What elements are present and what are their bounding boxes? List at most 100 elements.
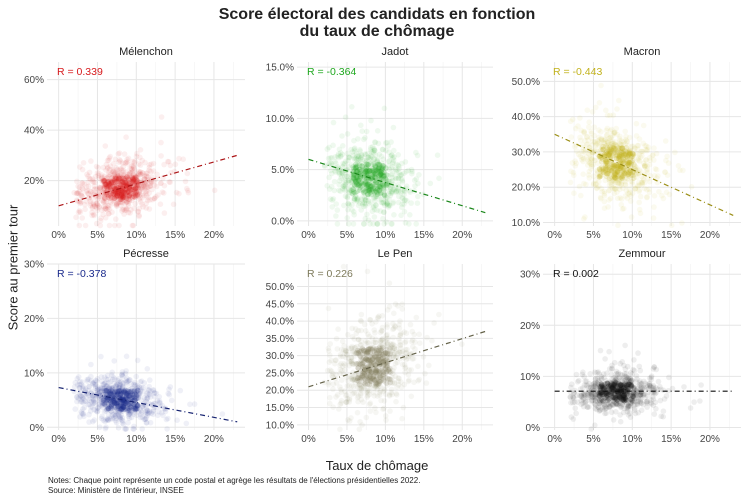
data-point [364,191,371,197]
data-point [119,386,125,392]
data-point [345,345,352,352]
data-point [601,190,608,197]
r-label: R = 0.226 [307,268,353,280]
data-point [386,303,393,310]
data-point [120,192,127,198]
data-point [108,385,115,392]
data-point [346,180,353,186]
data-point [144,188,150,194]
data-point [355,197,361,204]
data-point [620,150,627,157]
data-point [337,153,344,159]
data-point [367,408,374,414]
data-point [133,392,140,398]
data-point [459,341,465,348]
data-point [167,384,174,390]
data-point [377,378,384,385]
data-point [588,130,595,137]
data-point [142,416,149,423]
data-point [385,163,392,169]
y-tick-label: 10.0% [266,420,294,431]
data-point [436,175,442,182]
data-point [357,348,364,355]
data-point [401,187,408,194]
data-point [90,395,96,402]
data-point [101,385,108,392]
data-point [346,362,353,369]
data-point [123,159,129,166]
data-point [91,399,98,406]
data-point [410,355,417,362]
data-point [367,317,374,323]
data-point [640,175,646,182]
data-point [377,208,384,214]
data-point [83,189,90,195]
data-point [656,188,662,195]
data-point [355,155,361,162]
data-point [598,136,605,143]
data-point [365,357,372,364]
data-point [108,188,114,194]
data-point [364,184,370,191]
data-point [363,168,369,175]
data-point [609,165,615,172]
data-point [325,305,332,312]
data-point [101,374,108,380]
data-point [641,162,648,169]
data-point [125,401,131,407]
data-point [103,408,109,414]
data-point [614,149,621,156]
data-point [126,176,132,183]
data-point [98,415,105,422]
data-point [176,190,182,197]
data-point [125,176,131,183]
data-point [336,166,343,173]
data-point [127,388,134,395]
data-point [623,187,630,194]
data-point [120,418,126,424]
data-point [376,372,383,379]
data-point [372,139,379,146]
data-point [398,384,405,390]
y-tick-label: 50.0% [266,282,294,293]
data-point [607,146,613,153]
data-point [99,172,105,178]
data-point [104,183,111,189]
data-point [113,202,120,209]
data-point [389,177,396,184]
data-point [605,396,612,402]
data-point [114,392,120,398]
data-point [367,199,374,205]
data-point [148,174,155,180]
data-point [379,328,385,334]
data-point [118,187,125,194]
data-point [106,222,113,229]
data-point [94,391,101,398]
data-point [345,164,352,170]
data-point [108,413,115,420]
data-point [120,373,126,380]
data-point [105,164,111,171]
data-point [122,406,129,412]
data-point [144,395,151,401]
data-point [79,185,85,192]
data-point [74,190,81,196]
data-point [395,188,402,195]
data-point [327,196,334,202]
data-point [125,209,132,216]
data-point [356,376,363,383]
data-point [356,182,363,189]
data-point [640,148,646,155]
data-point [399,160,405,167]
data-point [99,399,105,406]
data-point [116,175,123,182]
data-point [128,408,135,414]
data-point [131,165,137,171]
data-point [372,164,379,171]
data-point [609,385,615,392]
data-point [358,327,364,334]
data-point [603,150,609,156]
data-point [390,370,396,377]
data-point [134,402,141,409]
data-point [102,205,109,212]
